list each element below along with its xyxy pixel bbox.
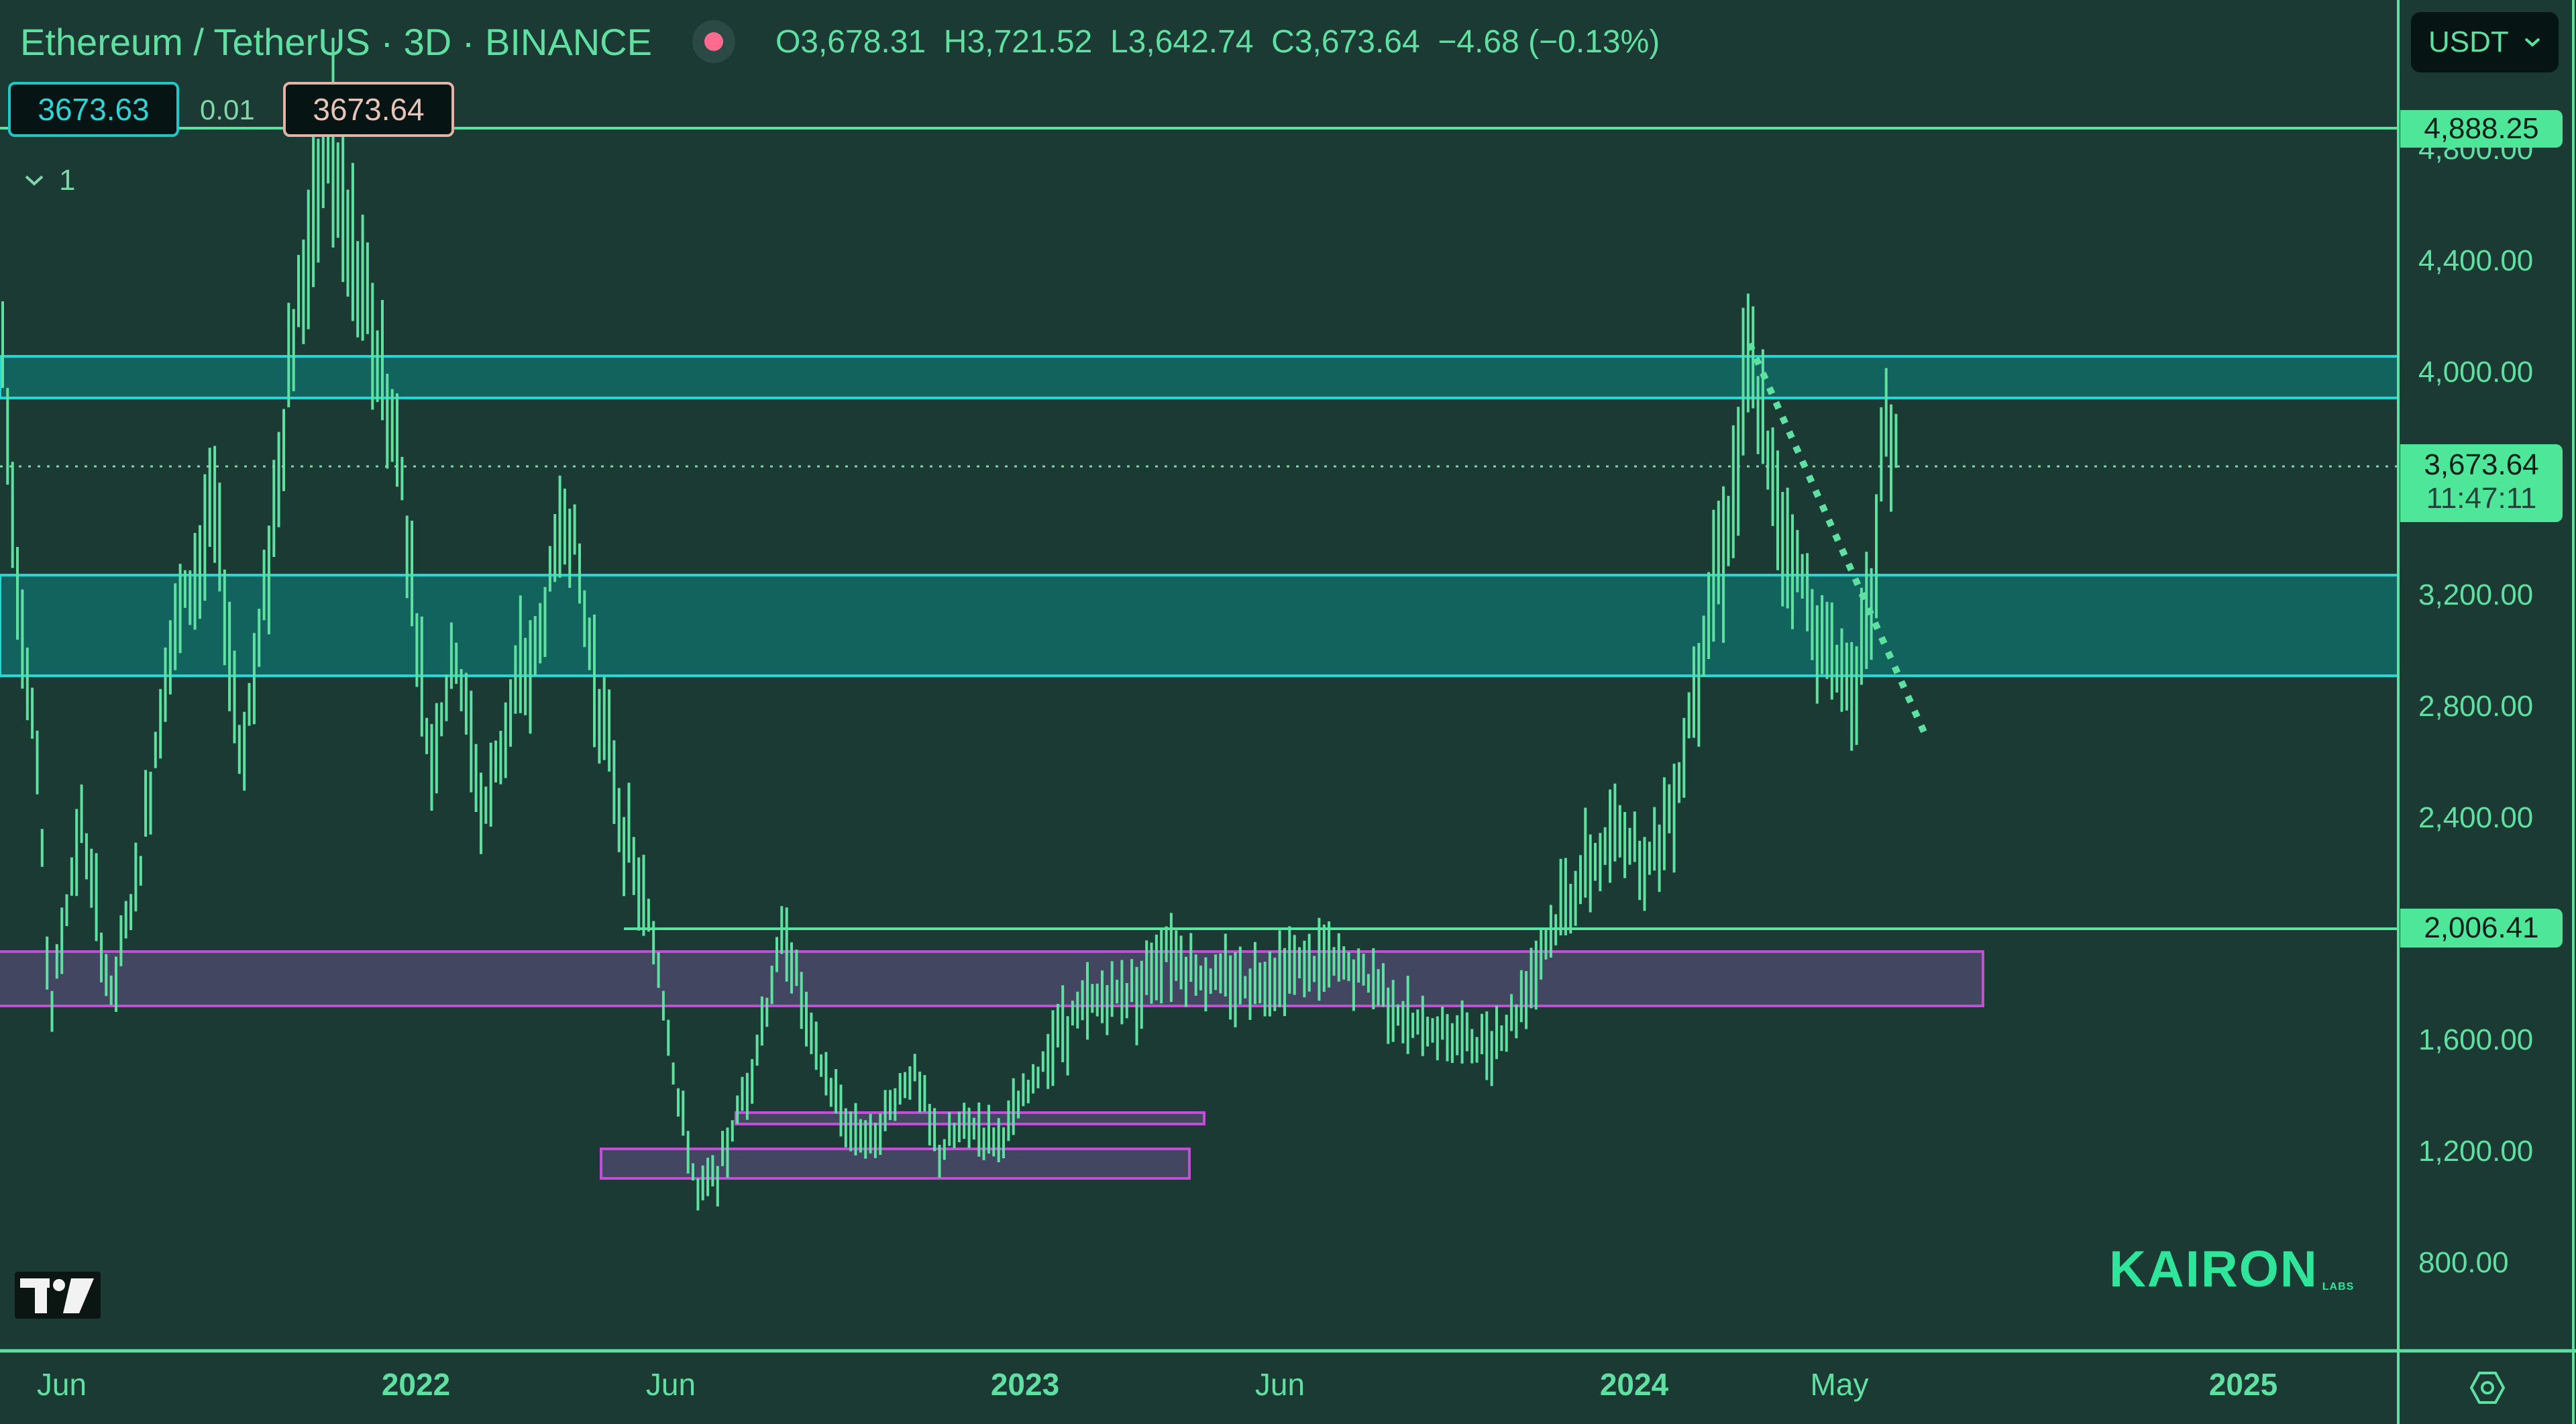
price-tick-label: 3,200.00 [2418,578,2534,611]
time-tick-label: Jun [645,1367,696,1402]
price-tick-label: 1,200.00 [2418,1135,2534,1168]
chevron-down-icon [2524,38,2540,47]
candles-layer [1,38,1898,1211]
zone-rect[interactable] [0,574,2400,677]
dotted-trendline[interactable] [1746,342,1929,737]
last-price-tag: 3,673.64 11:47:11 [2400,444,2563,522]
symbol-title[interactable]: Ethereum / TetherUS · 3D · BINANCE [20,20,652,63]
overlays-layer [0,127,2398,930]
support-line-price-tag: 2,006.41 [2400,909,2563,948]
time-tick-label: Jun [36,1367,87,1402]
price-tick-label: 4,000.00 [2418,356,2534,389]
market-status-icon[interactable] [692,20,735,63]
price-tick-label: 800.00 [2418,1246,2509,1280]
zones-layer [0,355,2400,1180]
top-line-price-tag: 4,888.25 [2400,110,2563,148]
currency-select[interactable]: USDT [2411,12,2559,72]
watermark-text: KAIRON [2109,1241,2318,1298]
price-tick-label: 1,600.00 [2418,1023,2534,1057]
sell-price-button[interactable]: 3673.63 [8,82,179,137]
buy-price-button[interactable]: 3673.64 [283,82,454,137]
indicators-toggle[interactable]: 1 [24,164,75,197]
bar-countdown: 11:47:11 [2426,482,2537,515]
zone-rect[interactable] [0,950,1984,1007]
kairon-watermark: KAIRON LABS [2109,1240,2354,1299]
price-tick-label: 2,800.00 [2418,689,2534,723]
time-tick-label: May [1810,1367,1869,1402]
time-tick-label: 2023 [990,1367,1060,1402]
time-tick-label: 2025 [2208,1367,2278,1402]
time-tick-label: 2024 [1599,1367,1669,1402]
spread-value: 0.01 [200,94,255,125]
price-tick-label: 4,400.00 [2418,244,2534,278]
currency-value: USDT [2428,26,2509,58]
zone-rect[interactable] [600,1148,1191,1180]
tradingview-logo-icon[interactable] [15,1272,101,1319]
settings-hexagon-icon[interactable] [2469,1369,2506,1407]
last-price-value: 3,673.64 [2424,448,2539,481]
watermark-subtext: LABS [2322,1281,2355,1292]
price-tick-label: 2,400.00 [2418,801,2534,834]
zone-rect[interactable] [0,355,2400,399]
chart-header: Ethereum / TetherUS · 3D · BINANCE O3,67… [20,15,1660,68]
ohlc-values: O3,678.31 H3,721.52 L3,642.74 C3,673.64 … [775,23,1660,60]
time-tick-label: 2022 [381,1367,451,1402]
time-tick-label: Jun [1254,1367,1305,1402]
chevron-down-icon [25,175,44,186]
indicator-count: 1 [59,164,76,197]
